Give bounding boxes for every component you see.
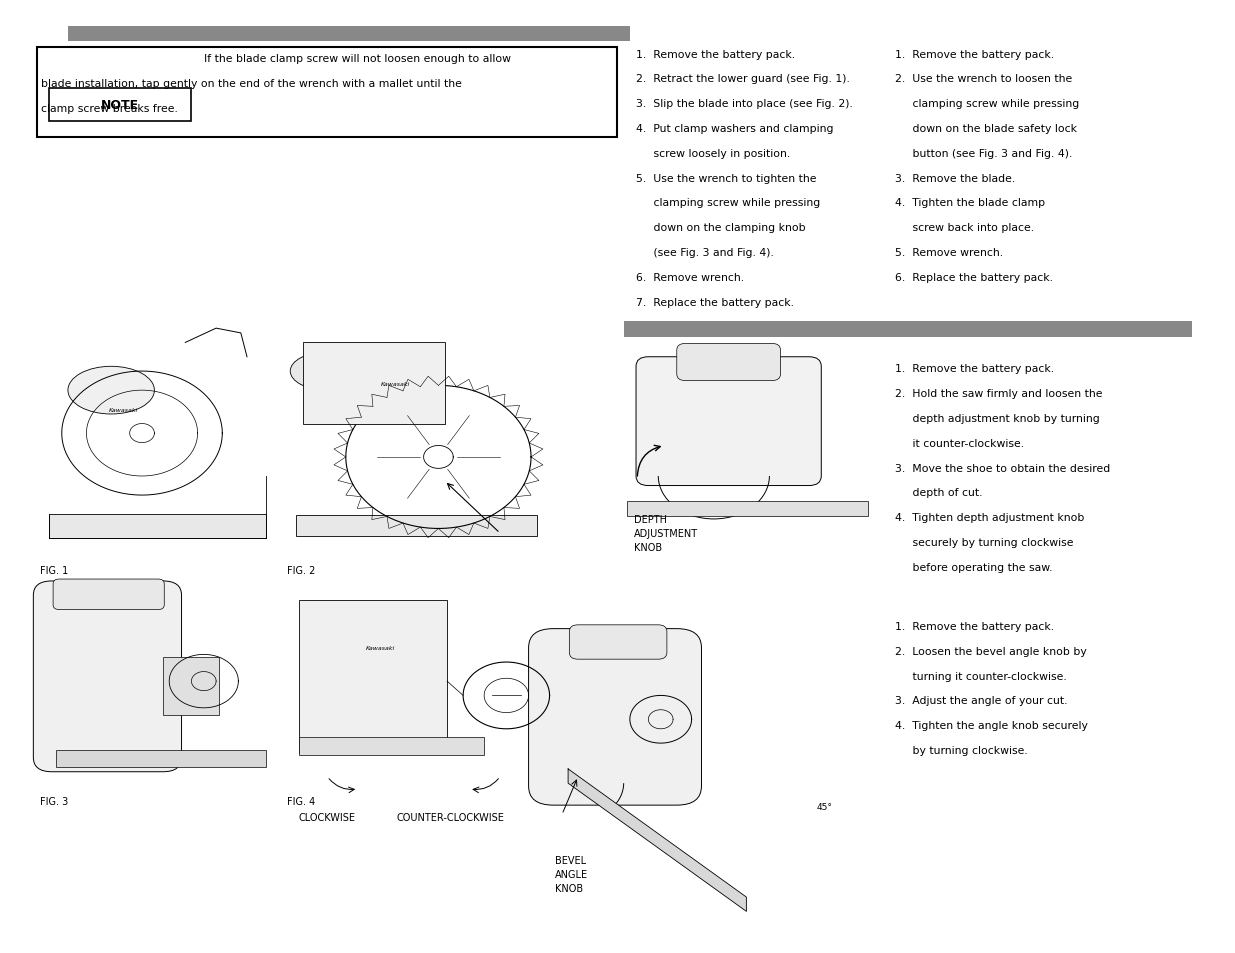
Text: depth of cut.: depth of cut. <box>895 488 983 497</box>
Text: NOTE: NOTE <box>101 99 138 112</box>
Text: 5.  Remove wrench.: 5. Remove wrench. <box>895 248 1004 257</box>
Text: screw loosely in position.: screw loosely in position. <box>636 149 790 158</box>
FancyBboxPatch shape <box>33 581 182 772</box>
Bar <box>299 738 484 755</box>
Bar <box>296 516 537 537</box>
Bar <box>49 515 266 538</box>
Bar <box>627 501 868 517</box>
Text: button (see Fig. 3 and Fig. 4).: button (see Fig. 3 and Fig. 4). <box>895 149 1073 158</box>
Bar <box>49 89 191 122</box>
Polygon shape <box>463 662 550 729</box>
Text: Kawasaki: Kawasaki <box>109 407 138 413</box>
Text: FIG. 2: FIG. 2 <box>287 565 315 575</box>
Bar <box>299 600 447 753</box>
Text: CLOCKWISE: CLOCKWISE <box>299 812 356 821</box>
Text: 4.  Tighten depth adjustment knob: 4. Tighten depth adjustment knob <box>895 513 1084 522</box>
Text: down on the blade safety lock: down on the blade safety lock <box>895 124 1077 133</box>
Bar <box>303 343 445 424</box>
Text: BEVEL
ANGLE
KNOB: BEVEL ANGLE KNOB <box>555 855 588 893</box>
FancyBboxPatch shape <box>529 629 701 805</box>
Bar <box>37 48 617 138</box>
Text: securely by turning clockwise: securely by turning clockwise <box>895 537 1074 547</box>
Text: 7.  Replace the battery pack.: 7. Replace the battery pack. <box>636 297 794 307</box>
Bar <box>627 357 862 515</box>
Ellipse shape <box>68 367 154 415</box>
Text: COUNTER-CLOCKWISE: COUNTER-CLOCKWISE <box>396 812 505 821</box>
Text: 3.  Move the shoe to obtain the desired: 3. Move the shoe to obtain the desired <box>895 463 1110 473</box>
Bar <box>543 634 840 862</box>
FancyBboxPatch shape <box>53 579 164 610</box>
FancyBboxPatch shape <box>636 357 821 486</box>
Text: Kawasaki: Kawasaki <box>366 645 395 651</box>
Text: 6.  Remove wrench.: 6. Remove wrench. <box>636 273 745 282</box>
Text: 4.  Tighten the blade clamp: 4. Tighten the blade clamp <box>895 198 1046 208</box>
Text: before operating the saw.: before operating the saw. <box>895 562 1053 572</box>
Text: 6.  Replace the battery pack.: 6. Replace the battery pack. <box>895 273 1053 282</box>
Text: FIG. 4: FIG. 4 <box>287 796 315 805</box>
Text: 2.  Hold the saw firmly and loosen the: 2. Hold the saw firmly and loosen the <box>895 389 1103 398</box>
Text: depth adjustment knob by turning: depth adjustment knob by turning <box>895 414 1100 423</box>
Text: 2.  Loosen the bevel angle knob by: 2. Loosen the bevel angle knob by <box>895 646 1087 656</box>
Text: it counter-clockwise.: it counter-clockwise. <box>895 438 1025 448</box>
Text: 4.  Tighten the angle knob securely: 4. Tighten the angle knob securely <box>895 720 1088 730</box>
Text: 1.  Remove the battery pack.: 1. Remove the battery pack. <box>895 364 1055 374</box>
Text: 45°: 45° <box>818 801 832 811</box>
Text: clamping screw while pressing: clamping screw while pressing <box>895 99 1079 109</box>
Text: 3.  Slip the blade into place (see Fig. 2).: 3. Slip the blade into place (see Fig. 2… <box>636 99 853 109</box>
Text: Kawasaki: Kawasaki <box>380 381 410 387</box>
Text: 2.  Retract the lower guard (see Fig. 1).: 2. Retract the lower guard (see Fig. 1). <box>636 74 850 84</box>
Text: turning it counter-clockwise.: turning it counter-clockwise. <box>895 671 1067 680</box>
Text: 3.  Remove the blade.: 3. Remove the blade. <box>895 173 1015 183</box>
Text: 4.  Put clamp washers and clamping: 4. Put clamp washers and clamping <box>636 124 834 133</box>
Bar <box>68 27 630 42</box>
Text: 2.  Use the wrench to loosen the: 2. Use the wrench to loosen the <box>895 74 1073 84</box>
Text: down on the clamping knob: down on the clamping knob <box>636 223 805 233</box>
Text: blade installation, tap gently on the end of the wrench with a mallet until the: blade installation, tap gently on the en… <box>41 79 462 89</box>
Polygon shape <box>568 769 746 911</box>
Text: clamp screw breaks free.: clamp screw breaks free. <box>41 104 178 113</box>
Bar <box>56 750 266 767</box>
Text: 1.  Remove the battery pack.: 1. Remove the battery pack. <box>895 50 1055 59</box>
Bar <box>624 322 1192 337</box>
Text: FIG. 3: FIG. 3 <box>40 796 68 805</box>
Text: clamping screw while pressing: clamping screw while pressing <box>636 198 820 208</box>
Text: screw back into place.: screw back into place. <box>895 223 1035 233</box>
Text: 1.  Remove the battery pack.: 1. Remove the battery pack. <box>636 50 795 59</box>
Text: 3.  Adjust the angle of your cut.: 3. Adjust the angle of your cut. <box>895 696 1068 705</box>
Text: DEPTH
ADJUSTMENT
KNOB: DEPTH ADJUSTMENT KNOB <box>634 515 698 553</box>
Bar <box>294 577 553 772</box>
Ellipse shape <box>290 353 364 391</box>
Text: If the blade clamp screw will not loosen enough to allow: If the blade clamp screw will not loosen… <box>204 54 511 64</box>
Bar <box>47 334 275 543</box>
Bar <box>47 577 275 772</box>
Text: 1.  Remove the battery pack.: 1. Remove the battery pack. <box>895 621 1055 631</box>
Text: FIG. 1: FIG. 1 <box>40 565 68 575</box>
FancyBboxPatch shape <box>569 625 667 659</box>
Text: (see Fig. 3 and Fig. 4).: (see Fig. 3 and Fig. 4). <box>636 248 774 257</box>
Text: 5.  Use the wrench to tighten the: 5. Use the wrench to tighten the <box>636 173 816 183</box>
Bar <box>163 658 219 715</box>
Polygon shape <box>346 386 531 529</box>
FancyBboxPatch shape <box>677 344 781 381</box>
Text: by turning clockwise.: by turning clockwise. <box>895 745 1028 755</box>
Bar <box>294 329 547 538</box>
